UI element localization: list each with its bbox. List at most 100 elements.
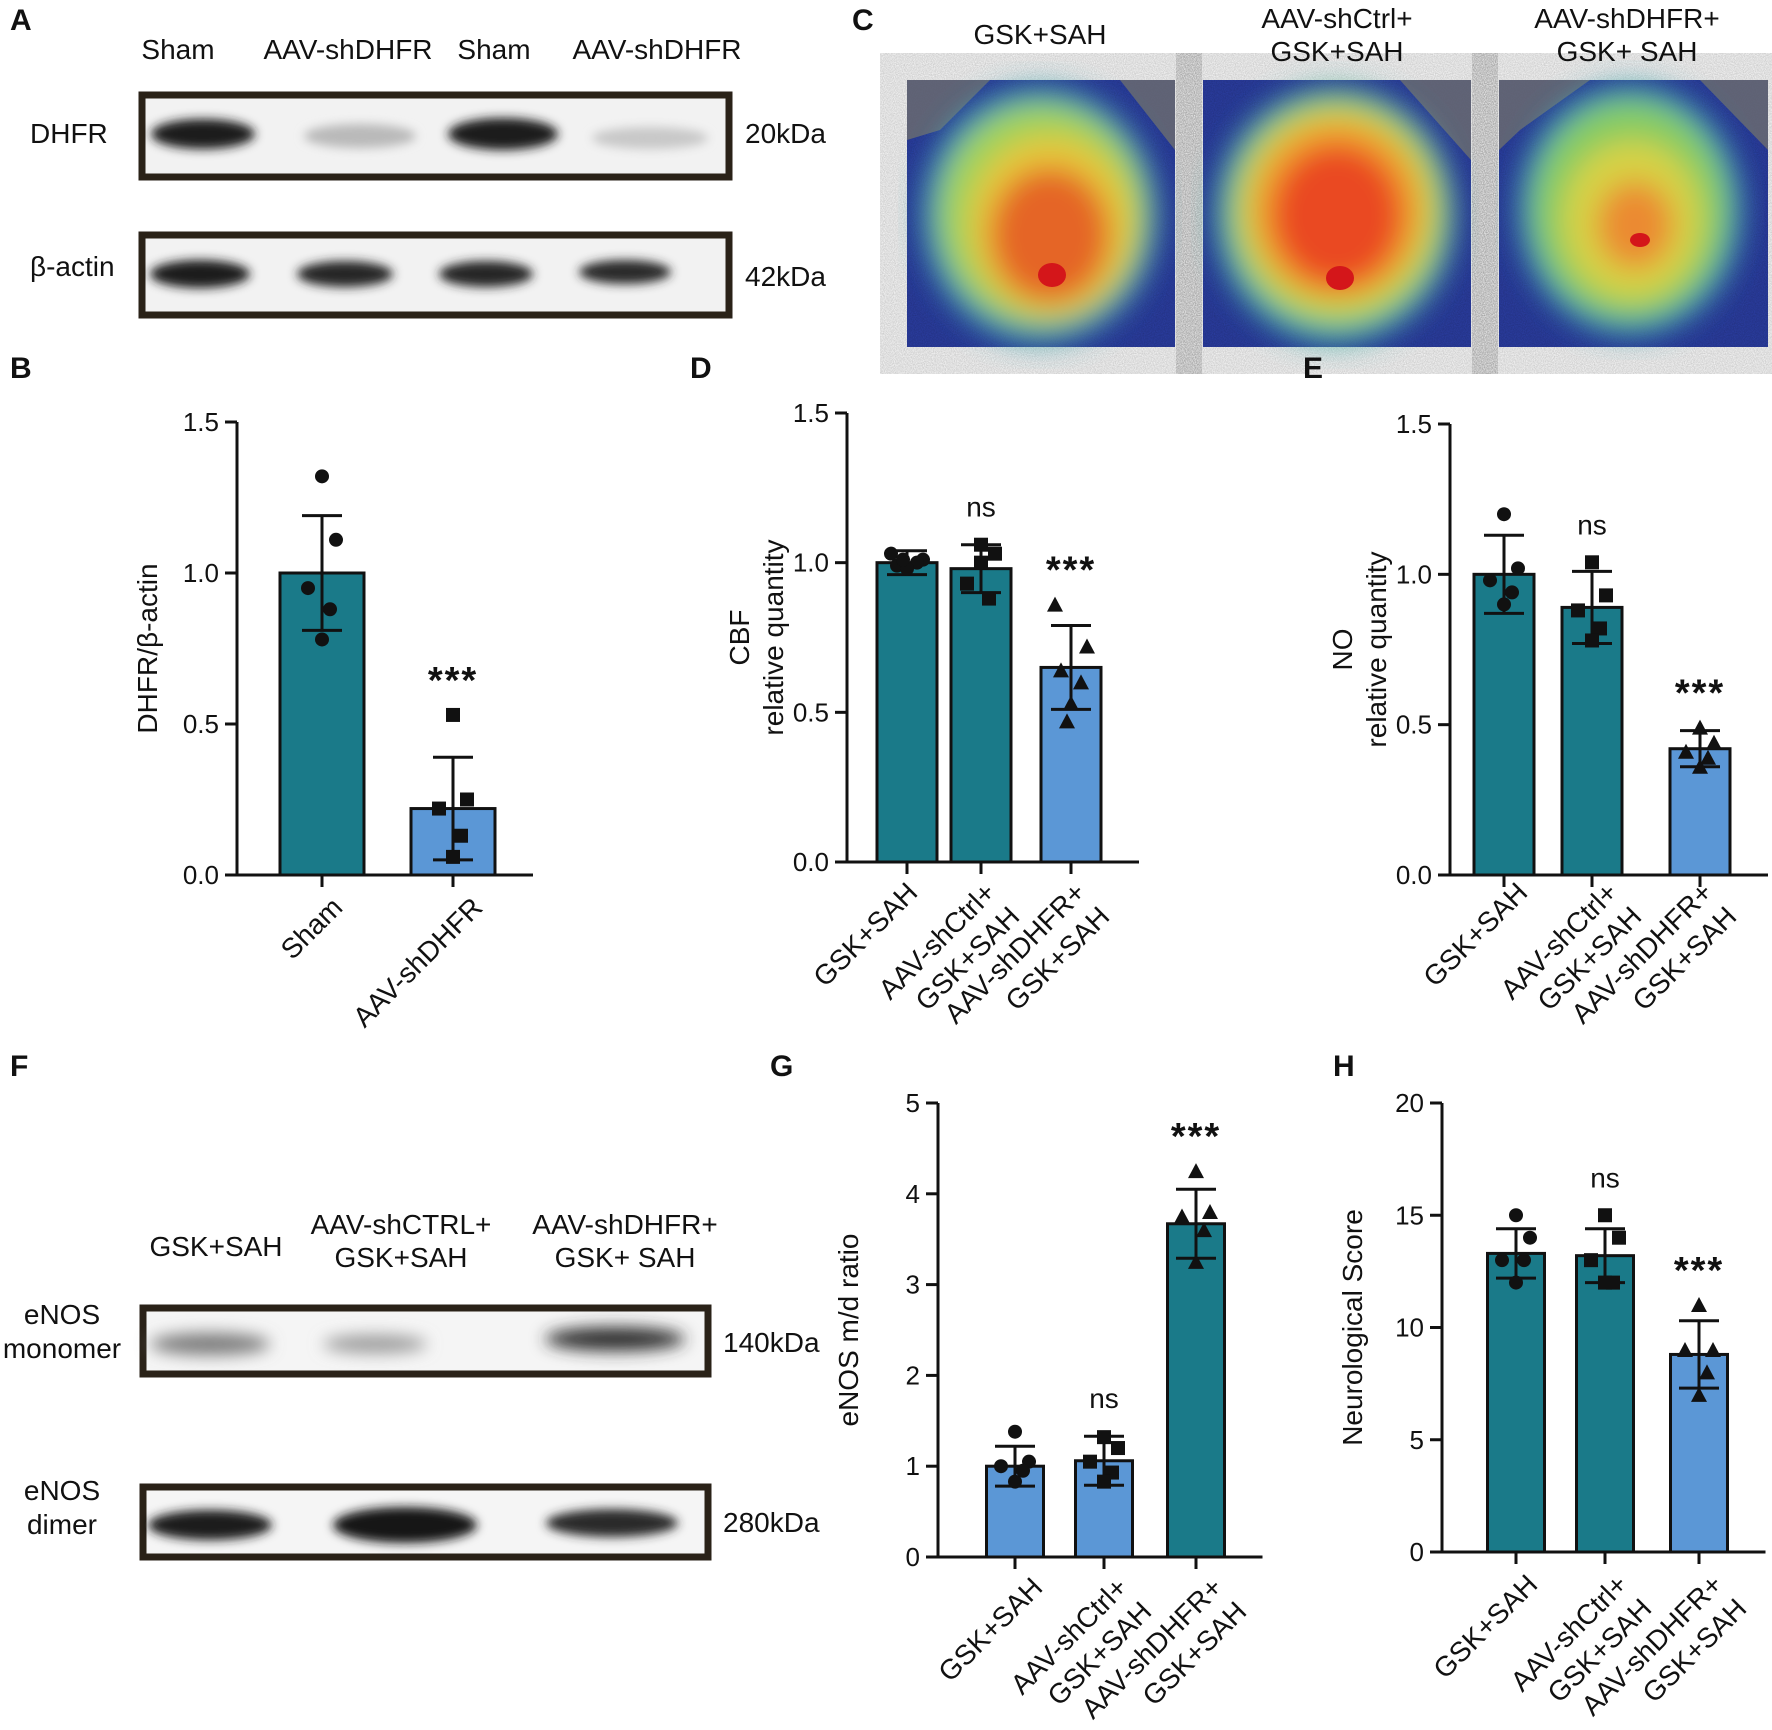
data-point xyxy=(1692,758,1708,774)
significance-label: ns xyxy=(1577,509,1607,540)
data-point xyxy=(1593,621,1607,636)
perfusion-image-2 xyxy=(1203,80,1471,347)
data-point xyxy=(454,828,468,843)
data-point xyxy=(1053,662,1069,678)
data-point xyxy=(1079,638,1095,654)
data-point xyxy=(1059,713,1075,729)
blot-a-lane-label-2: AAV-shDHFR xyxy=(263,34,432,65)
y-tick-label: 1 xyxy=(906,1451,920,1481)
bar xyxy=(1560,605,1624,877)
y-tick-label: 5 xyxy=(906,1088,920,1118)
data-point xyxy=(1008,1474,1022,1489)
y-tick-label: 0 xyxy=(906,1542,920,1572)
data-point xyxy=(1585,633,1599,648)
y-tick-label: 4 xyxy=(906,1179,920,1209)
y-tick-label: 10 xyxy=(1395,1313,1424,1343)
significance-label: ns xyxy=(966,492,996,523)
significance-label: *** xyxy=(1675,673,1725,715)
data-point xyxy=(1073,674,1089,690)
bar xyxy=(1575,1254,1635,1554)
y-tick-label: 0.0 xyxy=(183,860,219,890)
blot-a-row-label-actin: β-actin xyxy=(30,251,115,282)
y-axis-label: CBF relative quantity xyxy=(724,539,789,735)
significance-label: ns xyxy=(1590,1162,1620,1193)
blot-a-kda-actin: 42kDa xyxy=(745,261,826,292)
panel-letter-b: B xyxy=(10,352,32,385)
data-point xyxy=(1585,555,1599,570)
data-point xyxy=(994,1459,1008,1474)
y-tick-label: 2 xyxy=(906,1360,920,1390)
data-point xyxy=(1678,743,1694,759)
chart-e: 0.00.51.01.5NO relative quantityGSK+SAHns… xyxy=(1327,409,1768,1029)
image-title-3: AAV-shDHFR+ GSK+ SAH xyxy=(1534,3,1719,67)
data-point xyxy=(446,707,460,722)
panel-c: C GSK+SAH AAV-shCtrl+ GSK+SAH AAV-shDHFR+… xyxy=(852,3,1768,347)
blot-f-lane-label-1: GSK+SAH xyxy=(149,1231,282,1262)
blot-a-kda-dhfr: 20kDa xyxy=(745,118,826,149)
data-point xyxy=(1505,585,1519,600)
bar xyxy=(949,567,1013,864)
y-tick-label: 0.0 xyxy=(1396,860,1432,890)
y-tick-label: 1.5 xyxy=(1396,409,1432,439)
y-tick-label: 3 xyxy=(906,1270,920,1300)
y-tick-label: 1.0 xyxy=(1396,559,1432,589)
blot-f-kda-monomer: 140kDa xyxy=(723,1327,820,1358)
data-point xyxy=(1705,1341,1721,1357)
panel-letter-h: H xyxy=(1333,1050,1355,1083)
data-point xyxy=(1188,1253,1204,1269)
data-point xyxy=(884,546,898,561)
data-point xyxy=(323,602,337,617)
y-tick-label: 0.0 xyxy=(793,847,829,877)
data-point xyxy=(315,632,329,647)
bar xyxy=(1486,1251,1546,1554)
data-point xyxy=(1495,1253,1509,1268)
data-point xyxy=(432,801,446,816)
significance-label: *** xyxy=(1171,1116,1221,1158)
data-point xyxy=(1174,1208,1190,1224)
y-tick-label: 0.5 xyxy=(1396,710,1432,740)
data-point xyxy=(1097,1474,1111,1489)
data-point xyxy=(1523,1230,1537,1245)
blot-f-lane-label-2: AAV-shCTRL+ GSK+SAH xyxy=(311,1209,492,1273)
y-tick-label: 0.5 xyxy=(183,709,219,739)
data-point xyxy=(1097,1430,1111,1445)
data-point xyxy=(446,849,460,864)
blot-beta-actin-bands xyxy=(150,260,671,288)
y-tick-label: 1.5 xyxy=(793,398,829,428)
y-tick-label: 0 xyxy=(1410,1537,1424,1567)
data-point xyxy=(1063,695,1079,711)
blot-a-row-label-dhfr: DHFR xyxy=(30,118,108,149)
blot-enos-dimer-bands xyxy=(148,1507,678,1543)
data-point xyxy=(460,792,474,807)
significance-label: *** xyxy=(1674,1250,1724,1292)
data-point xyxy=(896,552,910,567)
blot-a-lane-label-4: AAV-shDHFR xyxy=(572,34,741,65)
data-point xyxy=(1692,719,1708,735)
x-tick-label: Sham xyxy=(275,891,349,965)
data-point xyxy=(974,555,988,570)
image-title-1: GSK+SAH xyxy=(973,19,1106,50)
data-point xyxy=(988,546,1002,561)
blot-a-lane-label-3: Sham xyxy=(457,34,530,65)
data-point xyxy=(1699,1364,1715,1380)
y-axis-label: eNOS m/d ratio xyxy=(833,1234,864,1427)
data-point xyxy=(974,537,988,552)
data-point xyxy=(1691,1297,1707,1313)
y-tick-label: 1.0 xyxy=(183,558,219,588)
data-point xyxy=(1196,1222,1212,1238)
significance-label: ns xyxy=(1089,1383,1119,1414)
panel-letter-d: D xyxy=(690,352,712,385)
blot-a-lane-label-1: Sham xyxy=(141,34,214,65)
panel-letter-e: E xyxy=(1303,352,1323,385)
x-tick-label: AAV-shDHFR xyxy=(347,891,488,1032)
perfusion-image-1 xyxy=(907,80,1175,347)
data-point xyxy=(1497,507,1511,522)
panel-a: A Sham AAV-shDHFR Sham AAV-shDHFR DHFR 2… xyxy=(10,4,826,319)
panel-letter-f: F xyxy=(10,1050,28,1083)
data-point xyxy=(1047,596,1063,612)
y-tick-label: 1.0 xyxy=(793,548,829,578)
blot-enos-monomer-bands xyxy=(150,1327,685,1355)
y-axis-label: NO relative quantity xyxy=(1327,551,1392,747)
y-axis-label: Neurological Score xyxy=(1337,1209,1368,1446)
